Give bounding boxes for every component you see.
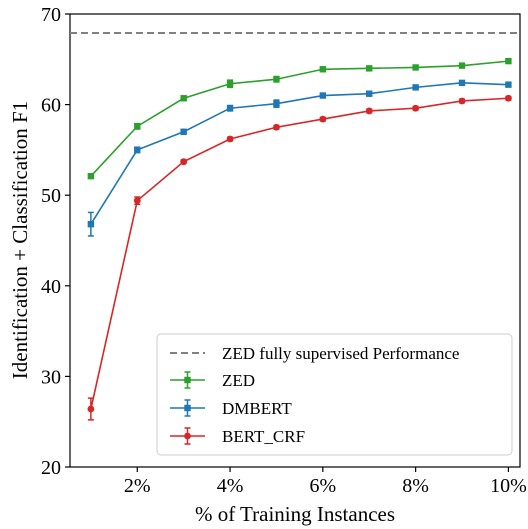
data-point (180, 158, 188, 166)
data-point (273, 76, 280, 83)
data-point (87, 405, 95, 413)
data-point (366, 90, 373, 97)
legend-swatch-marker (184, 404, 191, 412)
ticks-layer: 20 30 40 50 60 70 2% 4% 6% 8% 10% (41, 4, 527, 497)
data-point (180, 95, 187, 102)
data-point (365, 107, 373, 115)
data-point (134, 123, 141, 130)
series-dmbert (87, 79, 512, 237)
legend-items: ZED fully supervised Performance ZED DMBER… (170, 344, 459, 446)
data-point (226, 135, 234, 143)
data-point (319, 115, 327, 123)
data-point (505, 94, 512, 102)
x-tick-label: 2% (124, 475, 151, 497)
data-point (412, 64, 419, 71)
data-point (458, 62, 466, 69)
legend-label: DMBERT (222, 399, 292, 418)
plot-frame (69, 13, 521, 468)
data-point (458, 97, 466, 105)
data-point (226, 105, 234, 112)
x-tick-label: 10% (490, 475, 527, 497)
data-point (412, 84, 419, 91)
data-point (458, 79, 466, 87)
data-point (273, 100, 280, 107)
data-point (134, 146, 141, 154)
data-point (319, 92, 327, 99)
legend-label: BERT_CRF (222, 427, 305, 446)
y-tick-label: 50 (41, 185, 61, 207)
data-point (180, 128, 187, 135)
y-tick-label: 30 (41, 366, 61, 388)
data-point (505, 57, 512, 65)
y-axis-label: Identification + Classification F1 (8, 101, 32, 379)
x-tick-label: 6% (309, 475, 336, 497)
data-point (87, 220, 95, 228)
legend-swatch-marker (184, 432, 191, 440)
series-bert-crf (87, 94, 512, 421)
legend-label-reference: ZED fully supervised Performance (222, 344, 459, 363)
data-point (412, 104, 420, 112)
data-point (133, 197, 141, 205)
data-point (273, 123, 280, 131)
data-point (366, 65, 373, 72)
y-tick-label: 70 (41, 4, 61, 26)
y-tick-label: 20 (41, 457, 61, 479)
series-line-zed (90, 60, 509, 177)
data-point (226, 80, 234, 87)
data-point (319, 66, 327, 73)
series-line-bert-crf (90, 97, 509, 410)
data-point (505, 81, 512, 88)
data-point (87, 172, 95, 180)
legend: ZED fully supervised Performance ZED DMBER… (156, 333, 513, 456)
x-tick-label: 4% (217, 475, 244, 497)
series-line-dmbert (90, 82, 509, 225)
y-tick-label: 60 (41, 95, 61, 117)
x-axis-label: % of Training Instances (195, 502, 395, 526)
y-tick-label: 40 (41, 276, 61, 298)
legend-label: ZED (222, 371, 255, 390)
x-tick-label: 8% (402, 475, 429, 497)
marks-layer (70, 32, 520, 421)
series-zed (87, 57, 512, 180)
legend-swatch-marker (184, 376, 191, 384)
legend-box (156, 333, 513, 456)
